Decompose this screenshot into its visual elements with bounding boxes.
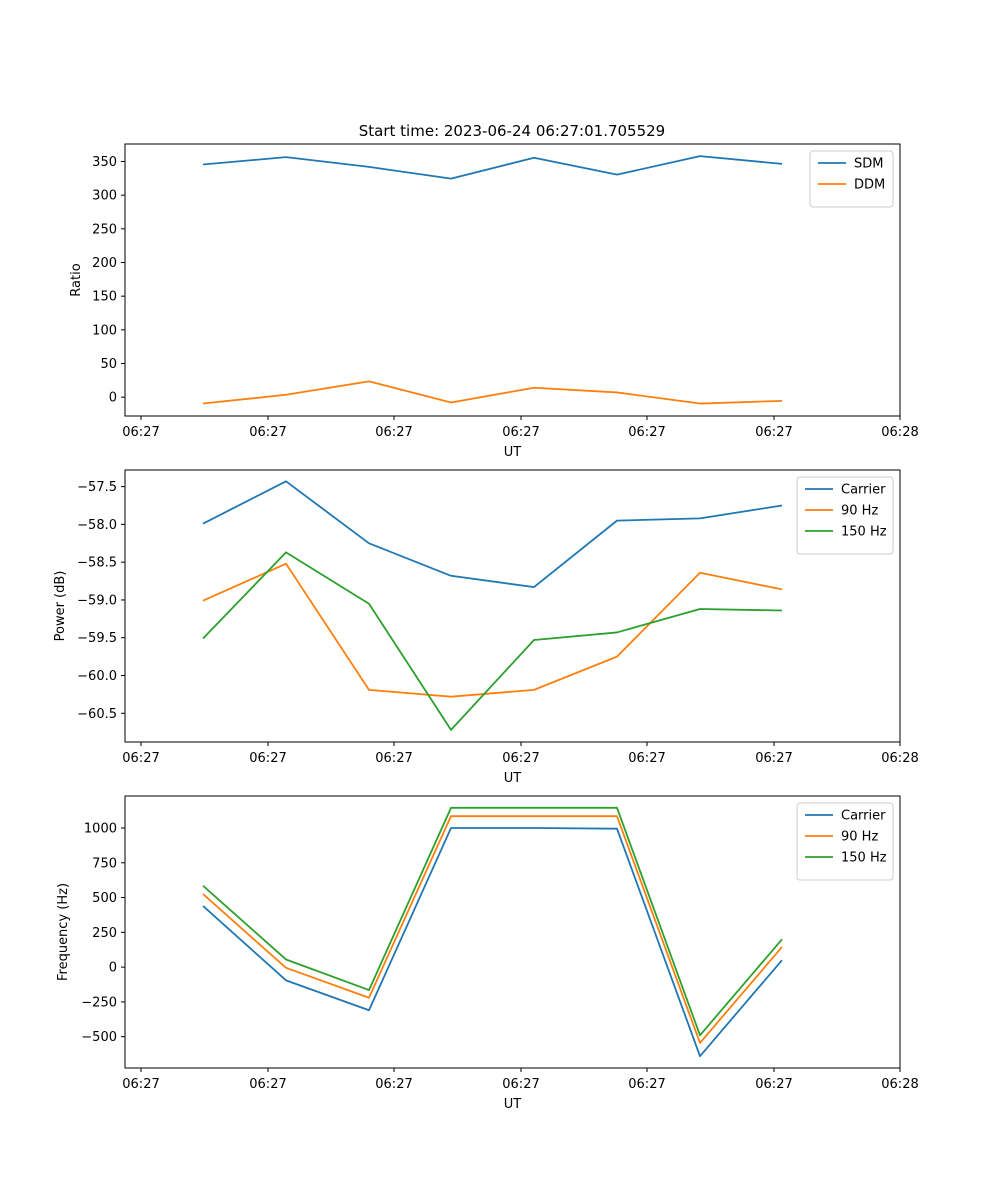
legend-label: 150 Hz	[841, 851, 887, 866]
y-tick-label: −500	[81, 1030, 117, 1045]
legend	[796, 802, 894, 881]
y-tick-label: 350	[92, 155, 117, 170]
x-axis-label: UT	[504, 445, 522, 460]
y-tick-label: 250	[92, 926, 117, 941]
y-tick-label: −58.0	[77, 518, 117, 533]
y-tick-label: 200	[92, 256, 117, 271]
y-tick-label: −60.0	[77, 669, 117, 684]
series-line-150-hz	[202, 806, 783, 1037]
x-tick-label: 06:27	[375, 751, 412, 766]
x-axis-label: UT	[504, 771, 522, 786]
series-line-sdm	[202, 155, 783, 180]
legend	[809, 150, 894, 208]
y-tick-label: 100	[92, 323, 117, 338]
x-axis-label: UT	[504, 1097, 522, 1112]
series-line-carrier	[202, 480, 783, 589]
x-tick-label: 06:27	[249, 1077, 286, 1092]
legend-label: DDM	[854, 178, 885, 193]
x-tick-label: 06:27	[502, 425, 539, 440]
series-line-carrier	[202, 827, 783, 1058]
x-tick-label: 06:27	[755, 425, 792, 440]
y-tick-label: −59.0	[77, 593, 117, 608]
y-tick-label: −60.5	[77, 707, 117, 722]
y-tick-label: −250	[81, 995, 117, 1010]
x-tick-label: 06:27	[122, 425, 159, 440]
x-tick-label: 06:27	[249, 425, 286, 440]
legend-label: 90 Hz	[841, 504, 878, 519]
y-tick-label: 1000	[84, 822, 117, 837]
series-line-150-hz	[202, 551, 783, 731]
x-tick-label: 06:27	[375, 1077, 412, 1092]
legend-label: Carrier	[841, 483, 886, 498]
x-tick-label: 06:27	[502, 751, 539, 766]
x-tick-label: 06:27	[375, 425, 412, 440]
y-tick-label: 50	[100, 357, 117, 372]
x-tick-label: 06:27	[755, 751, 792, 766]
x-tick-label: 06:27	[502, 1077, 539, 1092]
axes-frame	[124, 795, 901, 1069]
y-tick-label: −59.5	[77, 631, 117, 646]
chart-title: Start time: 2023-06-24 06:27:01.705529	[359, 122, 665, 140]
axes-frame	[124, 469, 901, 743]
legend	[796, 476, 894, 555]
series-line-90-hz	[202, 562, 783, 698]
y-axis-label: Frequency (Hz)	[56, 883, 71, 981]
x-tick-label: 06:27	[628, 751, 665, 766]
x-tick-label: 06:27	[122, 751, 159, 766]
y-tick-label: 0	[109, 391, 117, 406]
x-tick-label: 06:27	[755, 1077, 792, 1092]
legend-label: Carrier	[841, 809, 886, 824]
x-tick-label: 06:27	[249, 751, 286, 766]
y-tick-label: 750	[92, 856, 117, 871]
x-tick-label: 06:27	[628, 1077, 665, 1092]
legend-label: 90 Hz	[841, 830, 878, 845]
x-tick-label: 06:27	[628, 425, 665, 440]
x-tick-label: 06:28	[881, 425, 918, 440]
legend-label: 150 Hz	[841, 525, 887, 540]
y-tick-label: 0	[109, 961, 117, 976]
y-tick-label: 500	[92, 891, 117, 906]
y-tick-label: 250	[92, 222, 117, 237]
x-tick-label: 06:28	[881, 1077, 918, 1092]
y-tick-label: 300	[92, 189, 117, 204]
x-tick-label: 06:28	[881, 751, 918, 766]
series-line-90-hz	[202, 815, 783, 1044]
series-line-ddm	[202, 380, 783, 405]
y-tick-label: −58.5	[77, 556, 117, 571]
legend-label: SDM	[854, 157, 883, 172]
x-tick-label: 06:27	[122, 1077, 159, 1092]
y-axis-label: Power (dB)	[53, 571, 68, 642]
axes-frame	[124, 143, 901, 417]
y-axis-label: Ratio	[69, 263, 84, 296]
y-tick-label: −57.5	[77, 480, 117, 495]
y-tick-label: 150	[92, 290, 117, 305]
